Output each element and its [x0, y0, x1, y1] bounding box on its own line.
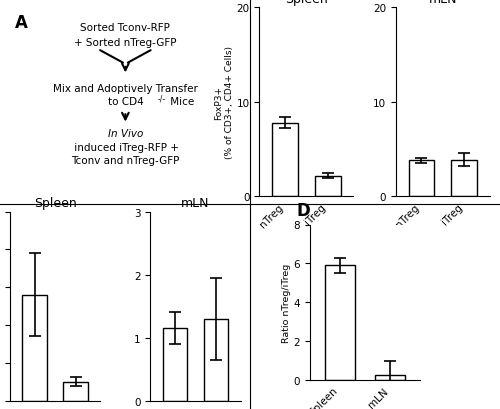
Bar: [315, 176, 340, 197]
Title: Spleen: Spleen: [285, 0, 328, 6]
Text: + Sorted nTreg-GFP: + Sorted nTreg-GFP: [74, 38, 176, 48]
Text: In Vivo: In Vivo: [108, 129, 143, 139]
Text: Mice: Mice: [167, 97, 194, 107]
Text: Tconv and nTreg-GFP: Tconv and nTreg-GFP: [71, 155, 180, 165]
Text: -/-: -/-: [158, 94, 166, 103]
Bar: [452, 160, 477, 197]
Y-axis label: FoxP3+
(% of CD3+, CD4+ Cells): FoxP3+ (% of CD3+, CD4+ Cells): [214, 46, 234, 159]
Bar: [325, 266, 355, 380]
Title: mLN: mLN: [182, 197, 210, 209]
Bar: [272, 124, 298, 197]
Bar: [64, 382, 88, 401]
Bar: [408, 161, 434, 197]
Bar: [204, 319, 229, 401]
Text: Sorted Tconv-RFP: Sorted Tconv-RFP: [80, 23, 170, 33]
Bar: [375, 375, 405, 380]
Bar: [162, 328, 188, 401]
Text: A: A: [14, 14, 28, 32]
Title: mLN: mLN: [428, 0, 457, 6]
Text: induced iTreg-RFP +: induced iTreg-RFP +: [72, 142, 180, 152]
Text: D: D: [297, 202, 310, 220]
Text: to CD4: to CD4: [108, 97, 144, 107]
Text: Mix and Adoptively Transfer: Mix and Adoptively Transfer: [53, 84, 198, 94]
Title: Spleen: Spleen: [34, 197, 76, 209]
Bar: [22, 295, 47, 401]
Y-axis label: Ratio nTreg/iTreg: Ratio nTreg/iTreg: [282, 263, 291, 342]
